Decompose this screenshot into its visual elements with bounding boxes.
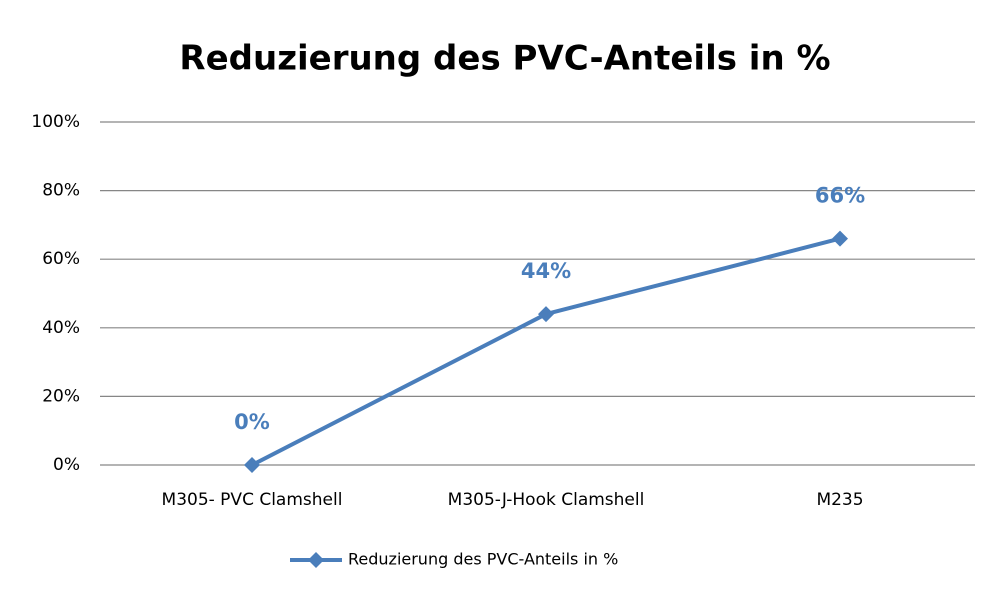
point-marker	[244, 457, 260, 473]
y-tick-label: 60%	[42, 249, 80, 269]
legend-marker	[308, 552, 324, 568]
x-tick-label: M235	[816, 490, 863, 510]
y-tick-label: 100%	[31, 112, 80, 132]
data-label: 0%	[234, 410, 270, 434]
y-tick-label: 0%	[53, 455, 80, 475]
y-tick-label: 40%	[42, 318, 80, 338]
y-tick-label: 80%	[42, 181, 80, 201]
point-marker	[832, 230, 848, 247]
y-tick-label: 20%	[42, 386, 80, 406]
legend-label: Reduzierung des PVC-Anteils in %	[348, 550, 618, 569]
x-tick-label: M305- PVC Clamshell	[162, 490, 343, 510]
x-tick-label: M305-J-Hook Clamshell	[448, 490, 645, 510]
chart-title: Reduzierung des PVC-Anteils in %	[179, 39, 830, 79]
point-marker	[538, 306, 554, 323]
data-label: 44%	[521, 259, 571, 283]
data-label: 66%	[815, 184, 865, 208]
